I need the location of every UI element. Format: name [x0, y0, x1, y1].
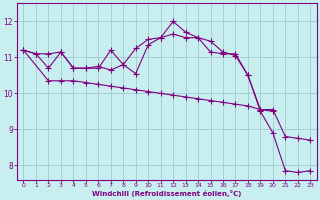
- X-axis label: Windchill (Refroidissement éolien,°C): Windchill (Refroidissement éolien,°C): [92, 190, 242, 197]
